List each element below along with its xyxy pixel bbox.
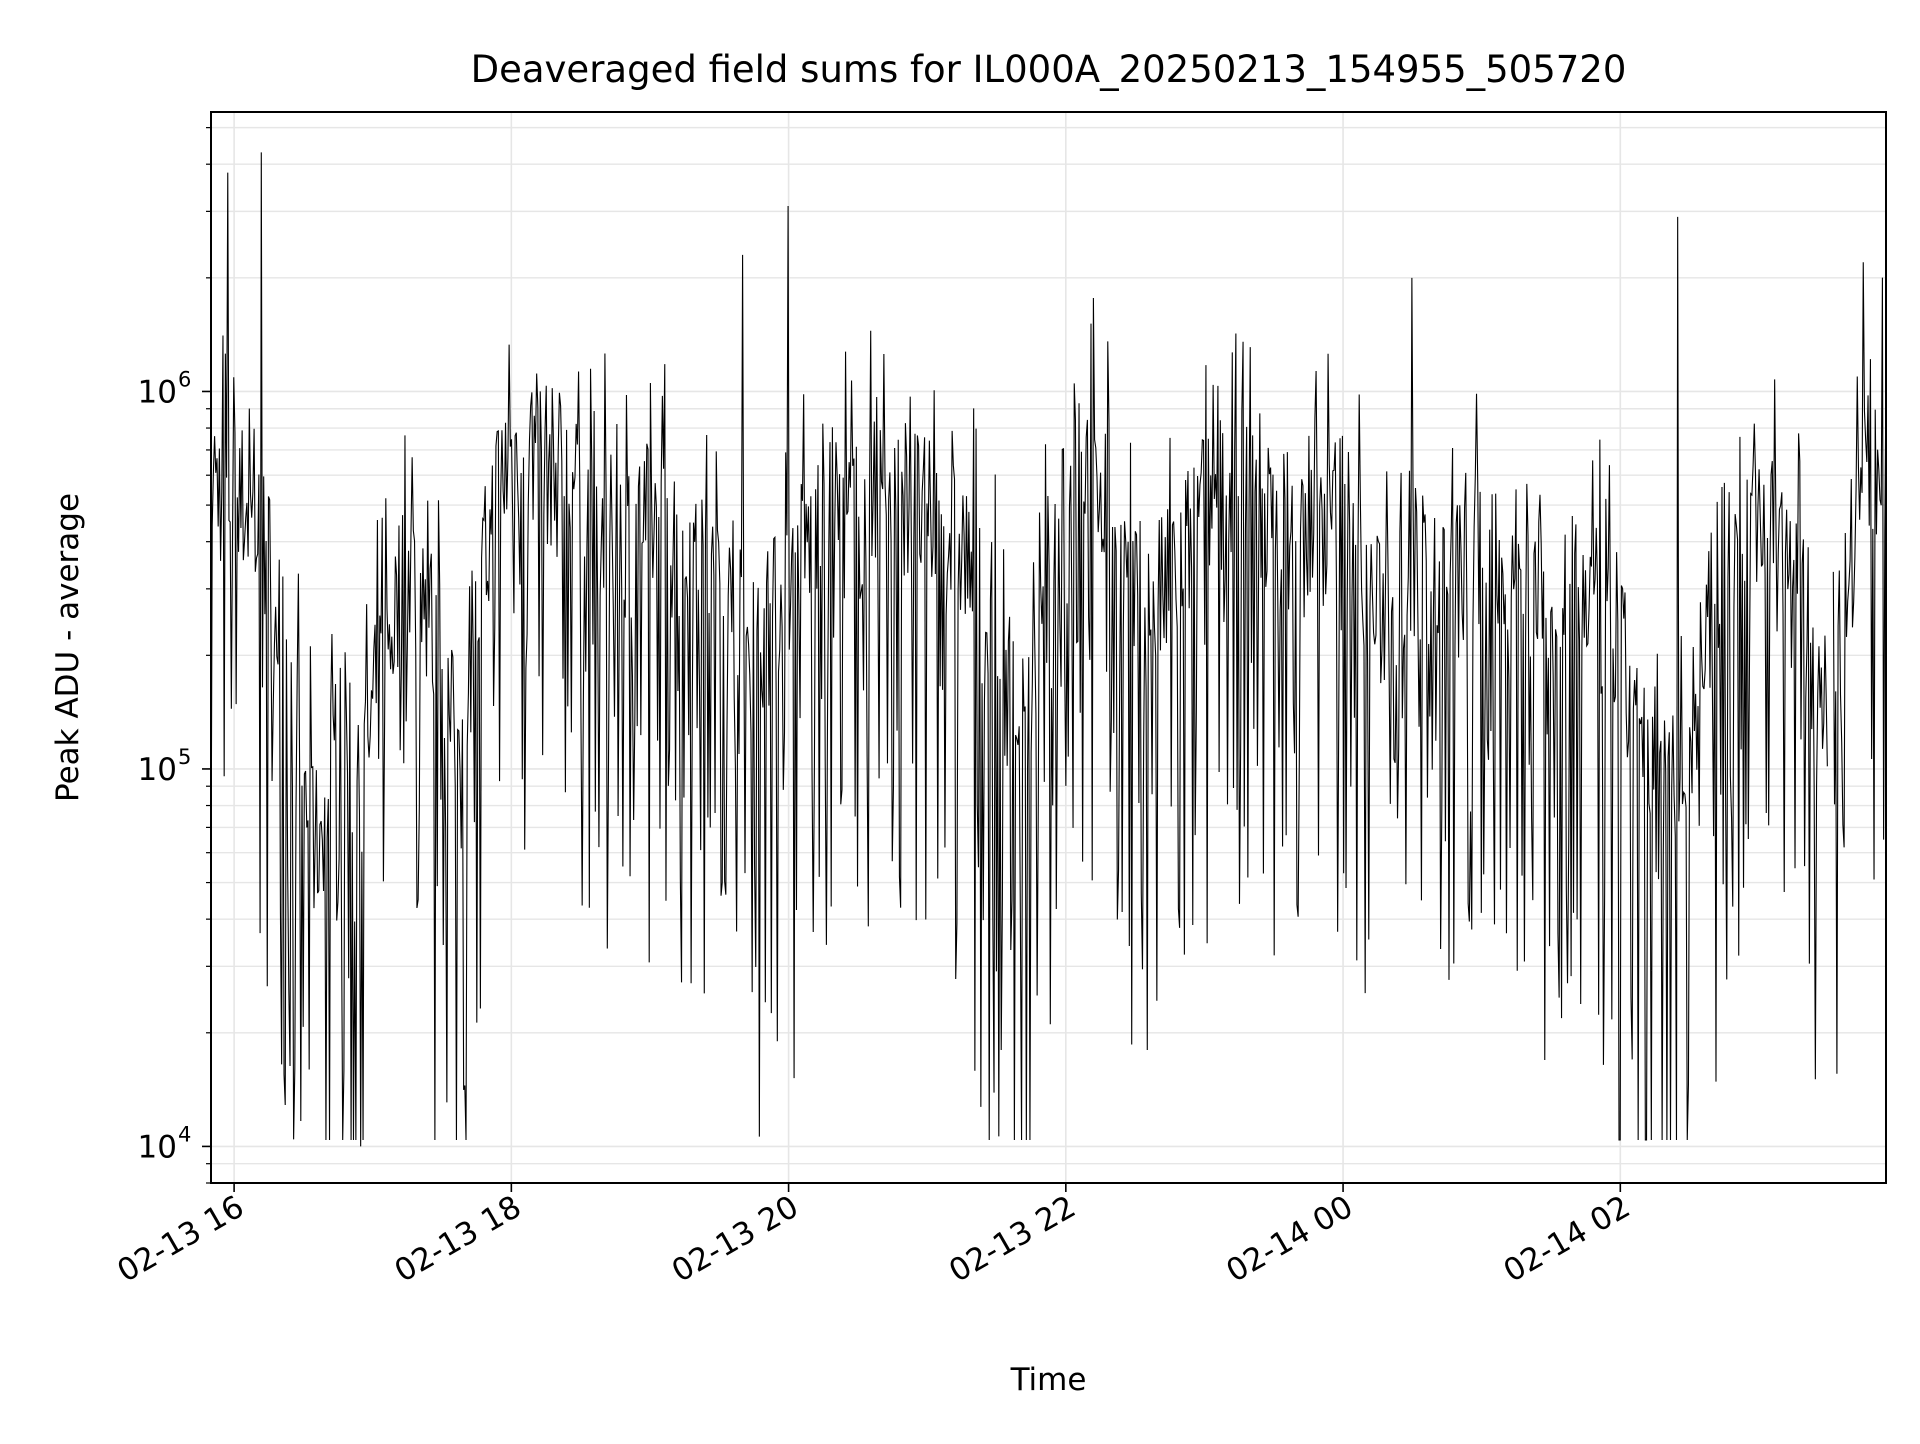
series-layer — [211, 152, 1886, 1147]
x-axis-label: Time — [1010, 1362, 1087, 1398]
y-tick-label: 10 — [138, 1129, 177, 1165]
y-tick-label: 10 — [138, 374, 177, 410]
y-tick-exponent: 4 — [178, 1122, 191, 1146]
y-tick-exponent: 6 — [178, 367, 191, 391]
grid-layer — [211, 112, 1886, 1184]
chart-title: Deaveraged field sums for IL000A_2025021… — [471, 48, 1627, 91]
y-axis-label: Peak ADU - average — [50, 493, 86, 802]
y-tick-exponent: 5 — [178, 745, 191, 769]
series-line — [211, 152, 1886, 1147]
plot-frame — [210, 111, 1887, 1184]
y-tick-label: 10 — [138, 752, 177, 788]
